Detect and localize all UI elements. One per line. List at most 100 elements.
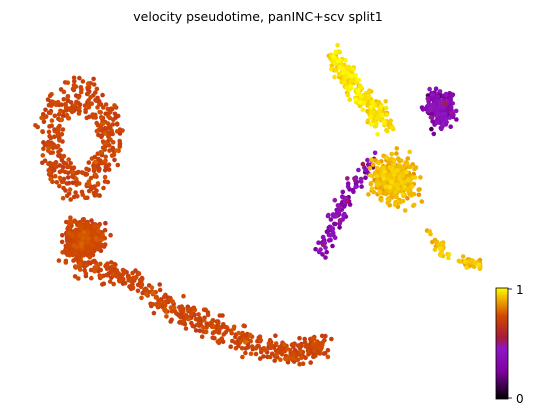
scatter-point [84,263,89,268]
scatter-point [369,105,374,110]
scatter-point [297,336,302,341]
scatter-point [463,260,468,265]
scatter-point [407,150,412,155]
scatter-point [98,238,103,243]
scatter-point [47,130,52,135]
scatter-point [224,325,229,330]
scatter-point [435,120,440,125]
scatter-point [233,340,238,345]
scatter-point [295,358,300,363]
scatter-point [348,97,353,102]
scatter-point [210,320,215,325]
scatter-point [341,190,346,195]
scatter-point [80,170,85,175]
scatter-point [111,272,116,277]
scatter-point [318,247,323,252]
scatter-point [433,247,438,252]
scatter-point [95,193,100,198]
scatter-point [74,250,79,255]
scatter-point [66,157,71,162]
scatter-point [341,213,346,218]
scatter-point [353,73,358,78]
scatter-point [49,123,54,128]
scatter-point [319,342,324,347]
scatter-point [157,303,162,308]
scatter-point [439,241,444,246]
scatter-point [100,282,105,287]
scatter-point [106,114,111,119]
scatter-point [313,353,318,358]
scatter-point [57,138,62,143]
scatter-point [107,148,112,153]
scatter-point [392,172,397,177]
scatter-point [356,78,361,83]
scatter-point [311,342,316,347]
scatter-point [254,346,259,351]
scatter-point [326,213,331,218]
scatter-point [236,331,241,336]
scatter-point [101,122,106,127]
scatter-point [346,184,351,189]
scatter-point [366,192,371,197]
scatter-point [66,95,71,100]
scatter-points [33,43,482,367]
scatter-point [361,162,366,167]
scatter-point [376,161,381,166]
scatter-point [96,229,101,234]
scatter-point [49,136,54,141]
scatter-point [77,106,82,111]
scatter-point [333,222,338,227]
scatter-point [71,234,76,239]
scatter-point [163,309,168,314]
scatter-point [99,135,104,140]
scatter-point [369,158,374,163]
scatter-point [297,344,302,349]
scatter-point [326,348,331,353]
scatter-point [103,159,108,164]
scatter-point [194,317,199,322]
scatter-point [87,102,92,107]
scatter-point [109,260,114,265]
scatter-point [56,144,61,149]
scatter-point [409,193,414,198]
scatter-point [100,243,105,248]
scatter-point [268,355,273,360]
colorbar-gradient [496,288,508,399]
scatter-point [254,352,259,357]
scatter-point [365,158,370,163]
scatter-point [345,176,350,181]
scatter-point [430,103,435,108]
scatter-point [58,109,63,114]
scatter-point [432,132,437,137]
scatter-point [476,263,481,268]
scatter-point [90,243,95,248]
scatter-point [359,184,364,189]
scatter-point [73,102,78,107]
scatter-point [385,155,390,160]
scatter-point [103,131,108,136]
scatter-point [333,198,338,203]
scatter-point [72,83,77,88]
scatter-point [45,141,50,146]
scatter-point [164,314,169,319]
scatter-point [53,114,58,119]
scatter-point [329,217,334,222]
scatter-point [427,229,432,234]
scatter-point [95,105,100,110]
scatter-point [48,111,53,116]
scatter-point [130,271,135,276]
scatter-point [87,182,92,187]
scatter-point [299,350,304,355]
scatter-point [301,361,306,366]
scatter-point [211,324,216,329]
scatter-point [388,185,393,190]
scatter-point [405,162,410,167]
scatter-point [413,175,418,180]
scatter-point [75,170,80,175]
scatter-point [95,87,100,92]
scatter-point [204,330,209,335]
scatter-point [420,199,425,204]
scatter-point [228,344,233,349]
scatter-point [435,94,440,99]
scatter-point [117,139,122,144]
